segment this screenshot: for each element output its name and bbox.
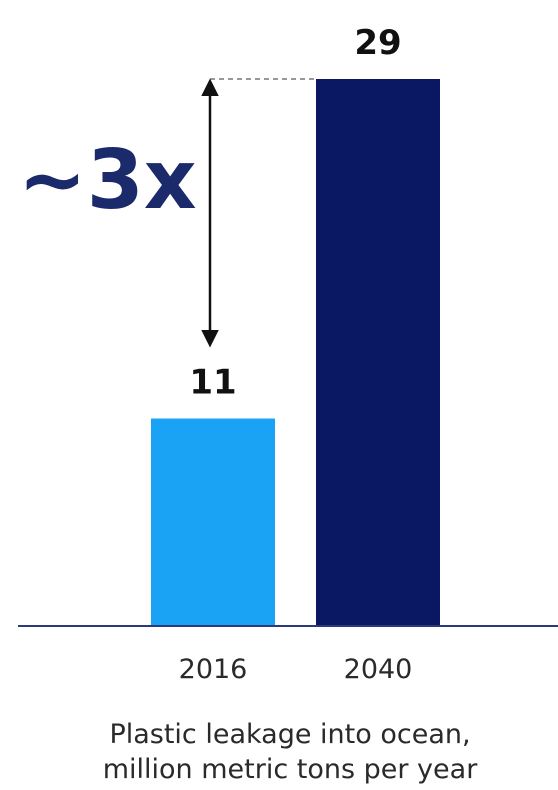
tick-label-2040: 2040 — [344, 654, 413, 685]
tick-label-2016: 2016 — [179, 654, 248, 685]
value-label-2040: 29 — [354, 23, 401, 63]
bars-group — [151, 79, 440, 626]
bar-2040 — [316, 79, 440, 626]
bar-2016 — [151, 418, 275, 626]
x-axis-caption-line-2: million metric tons per year — [103, 754, 478, 785]
multiplier-annotation: ~3x — [18, 133, 197, 228]
x-axis-caption-line-1: Plastic leakage into ocean, — [109, 719, 470, 750]
value-labels-group: 11 29 — [189, 23, 401, 403]
value-label-2016: 11 — [189, 363, 236, 403]
tick-labels-group: 2016 2040 — [179, 654, 413, 685]
